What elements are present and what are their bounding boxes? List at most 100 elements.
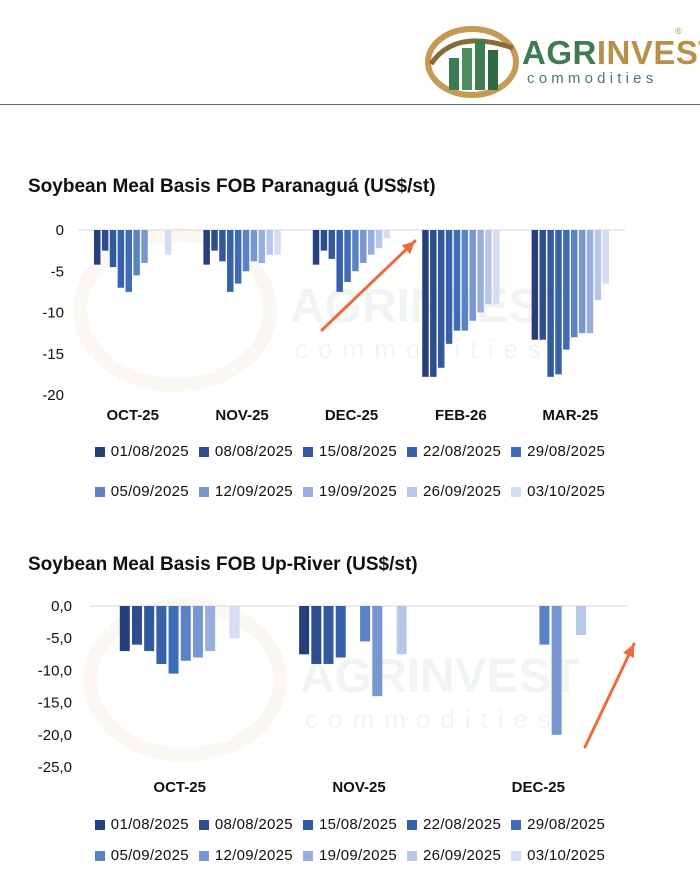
chart1-ytick-label: -10 [42, 305, 64, 322]
chart2-ytick-label: 0,0 [51, 598, 72, 615]
chart1-legend-item: 29/08/2025 [511, 443, 605, 460]
chart1-bar [227, 230, 234, 292]
chart2-xtick-label: DEC-25 [512, 779, 565, 796]
chart1-bar [336, 230, 343, 292]
chart1-bar [320, 230, 328, 251]
chart2-legend-swatch [198, 850, 209, 861]
chart2-bar [335, 606, 346, 658]
chart1-legend-item: 12/09/2025 [198, 483, 293, 500]
chart1-bar [461, 230, 469, 331]
chart2-legend-label: 29/08/2025 [527, 816, 606, 833]
chart1-legend-swatch [302, 486, 313, 497]
chart2-xtick-label: NOV-25 [332, 779, 385, 796]
chart1-arrow-shaft [320, 239, 417, 332]
chart2-bar [576, 606, 587, 635]
chart1-bar [109, 230, 117, 268]
chart1-bar [117, 230, 125, 288]
chart1-bar [493, 230, 500, 305]
chart2-bar [119, 606, 130, 652]
chart2-bar [168, 606, 179, 674]
chart1-bar [531, 230, 539, 340]
chart1-legend-swatch [302, 446, 313, 457]
chart2-arrow-head [623, 644, 635, 658]
chart2-bar [205, 606, 216, 652]
chart2-bar [311, 606, 322, 664]
chart2-arrow-shaft [583, 642, 636, 749]
chart2-bar [539, 606, 550, 645]
chart1-legend-item: 01/08/2025 [94, 443, 189, 460]
chart1-bar [578, 230, 586, 334]
chart1-legend-item: 05/09/2025 [94, 483, 189, 500]
chart1-bar [203, 230, 210, 265]
chart1-legend-label: 29/08/2025 [527, 443, 606, 460]
brand-name: AGRINVEST [522, 34, 700, 71]
chart1-bar [312, 230, 320, 265]
chart2-legend-swatch [511, 850, 522, 861]
chart2-bar [372, 606, 383, 697]
chart1-bar [133, 230, 140, 276]
chart1-legend-label: 03/10/2025 [527, 483, 606, 500]
chart1-legend-label: 19/09/2025 [318, 483, 398, 500]
chart1-bar [485, 230, 492, 305]
chart1-legend-swatch [198, 446, 209, 457]
chart2-bar [323, 606, 334, 664]
chart1-bar [453, 230, 461, 331]
chart2-legend-label: 08/08/2025 [214, 816, 293, 833]
chart1-xtick-label: OCT-25 [106, 407, 159, 424]
chart2-legend-label: 26/09/2025 [423, 847, 502, 864]
chart1-bar [328, 230, 336, 259]
chart1-bar [445, 230, 453, 344]
chart1-legend-label: 22/08/2025 [423, 443, 502, 460]
chart1-ytick-label: -20 [42, 387, 64, 404]
chart1-legend-swatch [511, 446, 522, 457]
chart1-bar [101, 230, 109, 251]
chart2-trend-arrow-icon [583, 642, 636, 749]
chart1-bar [94, 230, 101, 265]
chart1-bar [242, 230, 250, 272]
chart2-ytick-label: -5,0 [46, 630, 72, 647]
chart1-bar [141, 230, 148, 263]
chart2-legend-row1: 01/08/2025 08/08/2025 15/08/2025 22/08/2025… [0, 816, 700, 833]
chart2-bar [131, 606, 142, 645]
chart2-watermark-subtitle: commodities [305, 704, 561, 734]
chart2-legend-item: 26/09/2025 [407, 847, 501, 864]
chart2-legend-swatch [94, 819, 105, 830]
chart2-legend-item: 05/09/2025 [94, 847, 189, 864]
chart2-bar [360, 606, 371, 642]
chart2-legend-item: 08/08/2025 [198, 816, 293, 833]
chart2-bar [144, 606, 155, 652]
chart2-legend-item: 29/08/2025 [511, 816, 605, 833]
chart2-watermark-brand: AGRINVEST [300, 650, 580, 703]
chart1-bar [594, 230, 602, 301]
chart2-legend-item: 22/08/2025 [407, 816, 501, 833]
chart1-legend-item: 19/09/2025 [302, 483, 398, 500]
chart1-ytick-label: 0 [56, 222, 64, 239]
chart1-bar [352, 230, 359, 272]
chart1-legend-item: 03/10/2025 [511, 483, 605, 500]
logo-emblem-icon [425, 26, 519, 98]
chart1-legend-label: 12/09/2025 [214, 483, 293, 500]
chart2-title: Soybean Meal Basis FOB Up-River (US$/st) [28, 554, 418, 575]
brand-subtitle: commodities [527, 70, 658, 87]
chart1-legend-item: 08/08/2025 [198, 443, 293, 460]
chart1-legend-label: 08/08/2025 [214, 443, 293, 460]
chart1-xtick-label: DEC-25 [325, 407, 378, 424]
chart2-legend-label: 03/10/2025 [527, 847, 606, 864]
chart1-bar [164, 230, 172, 255]
chart1-legend-label: 15/08/2025 [318, 443, 398, 460]
chart2-legend-item: 19/09/2025 [302, 847, 397, 864]
chart1-bar [477, 230, 484, 313]
chart1-arrow-head [401, 241, 415, 255]
chart2-legend-label: 01/08/2025 [110, 816, 189, 833]
chart1-xtick-label: MAR-25 [542, 407, 598, 424]
chart1-bar [469, 230, 476, 321]
chart2-bar [180, 606, 191, 661]
chart1-bar [219, 230, 226, 262]
chart2-legend-row2: 05/09/2025 12/09/2025 19/09/2025 26/09/2025… [0, 847, 700, 864]
chart2-legend-label: 12/09/2025 [214, 847, 293, 864]
chart2-legend-swatch [511, 819, 522, 830]
chart2-legend-swatch [198, 819, 209, 830]
chart1-xtick-label: NOV-25 [215, 407, 268, 424]
